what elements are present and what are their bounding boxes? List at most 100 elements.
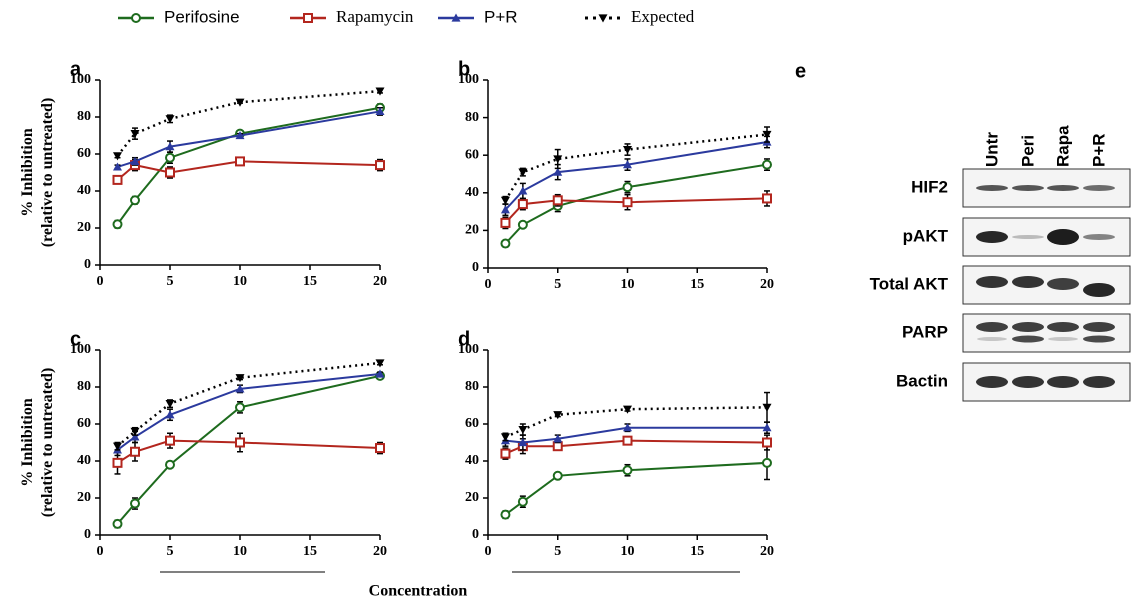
band [1083,322,1115,332]
series-line [505,135,767,201]
marker [131,448,139,456]
series-line [118,91,381,156]
band [1012,322,1044,332]
figure: Concentration PerifosineRapamycinP+RExpe… [0,0,1137,604]
marker [114,459,122,467]
marker [114,520,122,528]
marker [236,403,244,411]
marker [763,459,771,467]
series-line [118,376,381,524]
band [976,231,1008,243]
marker [501,219,509,227]
panel-label: e [795,60,806,82]
marker [519,498,527,506]
marker [624,198,632,206]
marker [554,472,562,480]
marker [114,176,122,184]
marker [376,359,385,367]
row-label: Bactin [896,371,948,390]
marker [518,169,527,177]
y-tick-label: 20 [465,223,479,238]
band [1012,376,1044,388]
marker [166,437,174,445]
marker [624,437,632,445]
series-line [505,441,767,454]
x-tick-label: 20 [373,544,387,559]
marker [501,511,509,519]
y-tick-label: 20 [465,490,479,505]
y-tick-label: 40 [465,185,479,200]
marker [376,88,385,96]
marker [554,442,562,450]
marker [763,161,771,169]
y-tick-label: 80 [77,109,91,124]
y-tick-label: 40 [465,453,479,468]
y-tick-label: 0 [84,257,91,272]
marker [519,221,527,229]
band [1083,185,1115,191]
x-tick-label: 20 [760,544,774,559]
series-line [118,108,381,225]
marker [114,220,122,228]
lane-label: P+R [1089,133,1108,167]
x-tick-label: 5 [554,544,561,559]
row-label: pAKT [903,226,949,245]
marker [166,154,174,162]
band [1047,185,1079,191]
marker [166,169,174,177]
band [1012,336,1044,343]
band [977,337,1007,341]
y-axis-title-line: % Inhibition [19,398,36,487]
x-tick-label: 10 [233,274,247,289]
lane-label: Peri [1018,135,1037,167]
marker [519,200,527,208]
legend-label: Perifosine [164,7,240,26]
marker [113,152,122,160]
series-line [505,407,767,437]
band [976,322,1008,332]
band [1012,235,1044,239]
row-label: HIF2 [911,177,948,196]
band [1083,376,1115,388]
y-axis-title-line: (relative to untreated) [39,98,56,248]
series-line [118,161,381,180]
y-tick-label: 20 [77,490,91,505]
x-tick-label: 10 [233,544,247,559]
marker [376,161,384,169]
marker [166,461,174,469]
x-tick-label: 0 [97,544,104,559]
band [976,276,1008,288]
legend-label: P+R [484,7,518,26]
x-tick-label: 5 [167,274,174,289]
band [1012,185,1044,191]
series-line [505,198,767,222]
x-tick-label: 10 [621,277,635,292]
x-tick-label: 15 [690,277,704,292]
y-tick-label: 100 [458,342,479,357]
marker [763,194,771,202]
marker [624,183,632,191]
marker [131,500,139,508]
y-tick-label: 0 [472,260,479,275]
marker [763,404,772,412]
band [976,376,1008,388]
legend-marker [599,14,608,22]
row-label: PARP [902,322,948,341]
marker [236,99,245,107]
lane-label: Rapa [1053,125,1072,167]
band [1047,229,1079,245]
row-label: Total AKT [870,274,949,293]
y-tick-label: 0 [84,527,91,542]
marker [624,466,632,474]
y-tick-label: 60 [77,416,91,431]
x-axis-title: Concentration [369,583,468,600]
series-line [505,165,767,244]
y-axis-title: % Inhibition(relative to untreated) [19,98,56,248]
marker [501,240,509,248]
band [1083,234,1115,240]
x-tick-label: 10 [621,544,635,559]
x-tick-label: 15 [690,544,704,559]
x-tick-label: 20 [760,277,774,292]
y-tick-label: 0 [472,527,479,542]
marker [236,439,244,447]
